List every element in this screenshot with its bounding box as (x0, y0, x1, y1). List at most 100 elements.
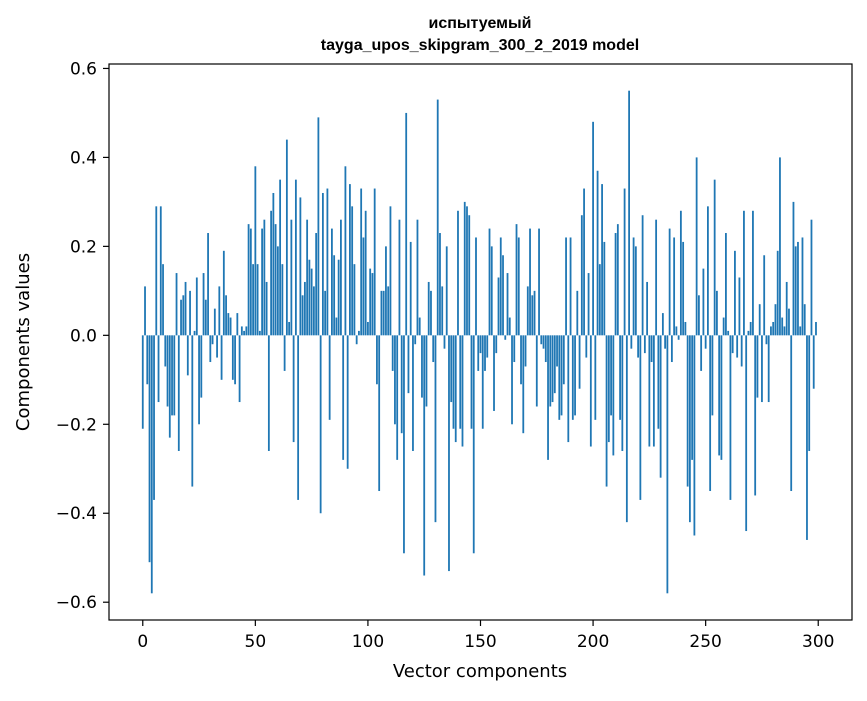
bar-242 (686, 335, 689, 487)
bar-221 (639, 335, 642, 500)
bar-59 (274, 224, 277, 336)
bar-245 (693, 335, 696, 536)
bar-32 (213, 308, 216, 336)
bar-276 (763, 255, 766, 336)
bar-289 (792, 201, 795, 336)
x-tick-label: 300 (802, 632, 834, 652)
bar-11 (166, 335, 169, 407)
bar-191 (571, 335, 574, 420)
bar-86 (335, 317, 338, 336)
bar-94 (353, 264, 356, 336)
bar-5 (153, 335, 155, 500)
y-tick-label: 0.6 (70, 59, 97, 79)
bar-121 (414, 335, 417, 345)
bar-25 (198, 335, 200, 425)
bar-48 (249, 228, 252, 336)
bar-208 (610, 335, 612, 416)
bar-286 (785, 281, 788, 336)
bar-237 (675, 326, 678, 336)
bar-282 (776, 250, 779, 336)
bar-111 (391, 335, 394, 371)
bar-3 (148, 335, 151, 563)
bar-201 (594, 335, 597, 420)
x-tick-label: 100 (352, 632, 384, 652)
bar-52 (258, 330, 261, 336)
bar-263 (734, 250, 736, 336)
bar-138 (452, 335, 455, 429)
bar-16 (177, 335, 180, 451)
bar-159 (499, 237, 502, 336)
bar-42 (236, 313, 239, 336)
bar-140 (457, 210, 459, 336)
bar-74 (308, 259, 311, 336)
bar-35 (220, 335, 223, 380)
bar-12 (168, 335, 171, 438)
bar-277 (765, 335, 768, 345)
bar-49 (252, 264, 254, 336)
bar-38 (227, 313, 230, 336)
bar-29 (207, 233, 209, 336)
bar-256 (718, 335, 721, 456)
bar-194 (578, 335, 581, 389)
bar-31 (211, 335, 214, 345)
bar-192 (574, 335, 576, 416)
bar-205 (603, 241, 606, 336)
bar-101 (369, 268, 372, 336)
bar-6 (155, 206, 158, 336)
bar-157 (495, 335, 498, 354)
bar-264 (736, 335, 739, 358)
bar-199 (589, 335, 592, 447)
bar-22 (191, 335, 194, 487)
bar-27 (202, 273, 205, 336)
bar-24 (195, 277, 198, 336)
bar-164 (511, 335, 513, 425)
bar-2 (146, 335, 149, 385)
bar-184 (556, 335, 558, 367)
y-tick-label: 0.2 (70, 237, 97, 257)
bar-227 (652, 335, 655, 447)
bar-260 (727, 330, 730, 336)
bar-63 (283, 335, 286, 371)
bar-133 (441, 286, 444, 336)
bar-23 (193, 330, 196, 336)
bar-232 (664, 335, 667, 349)
bar-127 (427, 281, 430, 336)
bar-72 (303, 281, 306, 336)
bar-113 (396, 335, 399, 460)
bar-145 (468, 215, 471, 336)
bar-98 (362, 237, 365, 336)
y-tick-label: −0.6 (56, 593, 97, 613)
bar-17 (180, 299, 182, 336)
bar-41 (234, 335, 236, 385)
bar-153 (486, 335, 489, 358)
bar-100 (367, 321, 369, 336)
bar-4 (150, 335, 153, 594)
bar-176 (538, 228, 540, 336)
bar-131 (436, 99, 439, 336)
bar-125 (423, 335, 426, 576)
bar-80 (321, 192, 324, 336)
bar-298 (812, 335, 815, 389)
bar-293 (801, 237, 804, 336)
bar-175 (535, 335, 538, 407)
bar-243 (688, 335, 691, 523)
bar-167 (517, 237, 520, 336)
bar-186 (560, 335, 563, 416)
bar-105 (378, 335, 381, 492)
bar-series (141, 90, 817, 594)
x-tick-label: 200 (577, 632, 609, 652)
bar-204 (601, 184, 603, 336)
bar-123 (418, 317, 421, 336)
bar-252 (709, 335, 712, 492)
bar-223 (643, 335, 646, 354)
bar-203 (598, 264, 601, 336)
bar-21 (189, 290, 191, 336)
bar-69 (297, 335, 300, 500)
bar-37 (225, 295, 227, 336)
bar-10 (164, 335, 167, 367)
bar-129 (432, 335, 435, 363)
bar-239 (679, 210, 682, 336)
bar-218 (632, 237, 635, 336)
bar-99 (364, 210, 367, 336)
